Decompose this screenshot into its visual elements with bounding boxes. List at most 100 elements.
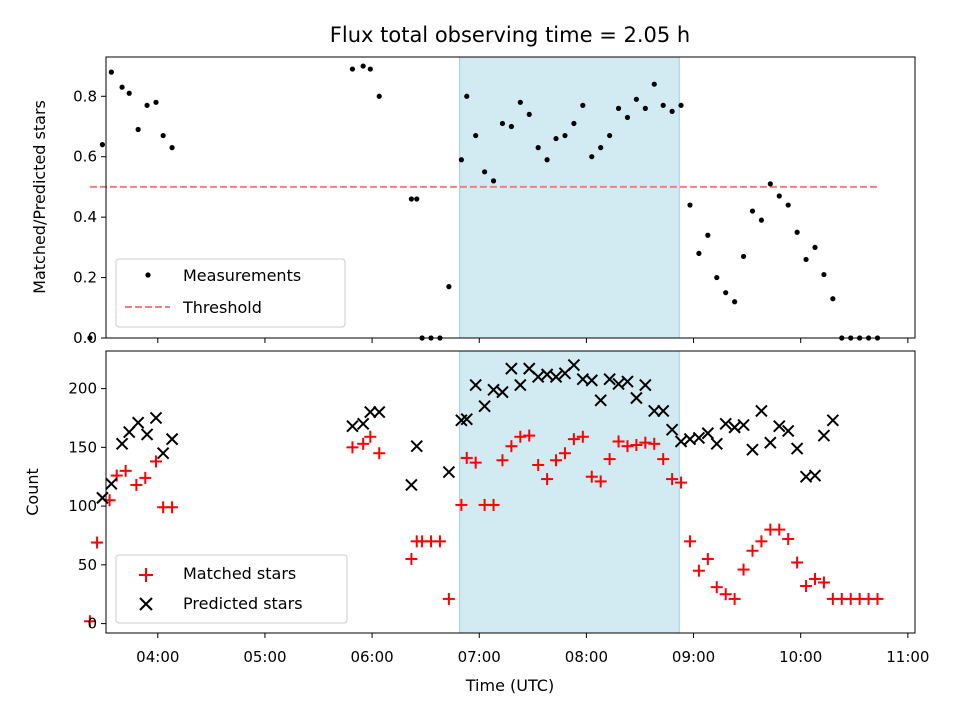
top-legend: Measurements Threshold (115, 258, 346, 328)
measurement-point (135, 126, 141, 133)
matched-star-point (594, 475, 607, 488)
matched-star-point (657, 453, 670, 466)
predicted-star-point (603, 372, 616, 386)
matched-star-point (773, 523, 786, 536)
top-panel: 0.00.20.40.60.8 Matched/Predicted stars … (30, 56, 916, 347)
bottom-x-tick-label: 07:00 (458, 648, 501, 666)
matched-star-point (585, 470, 598, 483)
measurement-point (119, 84, 125, 90)
matched-star-point (612, 435, 625, 448)
predicted-star-point (674, 435, 688, 448)
bottom-x-tick-label: 10:00 (779, 648, 822, 666)
matched-star-point (405, 552, 418, 565)
bottom-y-tick-label: 50 (78, 556, 97, 574)
measurement-point (723, 290, 729, 296)
measurement-point (544, 157, 550, 163)
matched-star-point (692, 564, 705, 577)
measurement-point (360, 63, 366, 69)
matched-star-point (469, 456, 482, 469)
matched-star-point (130, 478, 143, 491)
matched-star-point (541, 473, 554, 486)
measurement-point (458, 157, 464, 163)
legend-label-threshold: Threshold (182, 298, 262, 317)
predicted-star-point (131, 416, 145, 429)
bottom-x-tick-label: 11:00 (886, 648, 929, 666)
matched-star-point (83, 615, 96, 628)
bottom-x-tick-label: 08:00 (565, 648, 608, 666)
matched-star-point (496, 454, 509, 467)
measurement-point (651, 81, 657, 87)
predicted-star-point (826, 414, 840, 427)
predicted-star-point (442, 465, 456, 479)
predicted-star-point (773, 419, 786, 433)
matched-star-point (119, 464, 132, 477)
measurement-point (687, 202, 693, 208)
predicted-star-point (710, 437, 723, 451)
matched-star-point (567, 433, 580, 446)
top-plot-frame (105, 56, 916, 339)
measurement-point (473, 132, 479, 139)
bottom-y-axis-label: Count (23, 468, 42, 516)
matched-star-point (455, 498, 468, 511)
predicted-star-point (410, 439, 423, 453)
predicted-star-point (612, 377, 625, 391)
measurement-point (108, 69, 114, 75)
predicted-star-point (692, 431, 706, 445)
measurement-point (414, 196, 420, 202)
predicted-star-point (356, 417, 370, 431)
predicted-star-point (728, 421, 741, 434)
chart-title: Flux total observing time = 2.05 h (330, 23, 690, 47)
predicted-star-point (505, 362, 518, 375)
predicted-star-point (364, 405, 377, 419)
measurement-point (669, 108, 675, 114)
matched-star-point (683, 535, 696, 548)
measurement-point (660, 102, 666, 108)
predicted-star-point (630, 391, 643, 405)
predicted-star-point (648, 404, 661, 418)
top-y-tick-label: 0.8 (73, 87, 97, 105)
matched-star-point (800, 580, 813, 592)
predicted-star-point (540, 368, 554, 381)
matched-star-point (150, 455, 163, 468)
measurement-point (562, 132, 568, 139)
measurement-point (553, 135, 559, 142)
measurement-point (830, 296, 836, 302)
predicted-star-point (781, 424, 795, 438)
top-y-axis-label: Matched/Predicted stars (30, 100, 49, 294)
legend-label-measurements: Measurements (183, 266, 301, 285)
predicted-star-point (496, 385, 509, 399)
predicted-star-point (594, 394, 607, 407)
matched-star-point (442, 592, 455, 605)
matched-star-point (817, 576, 830, 589)
measurement-point (508, 123, 514, 130)
matched-star-point (871, 592, 884, 605)
predicted-star-point (817, 429, 831, 442)
predicted-star-point (639, 378, 652, 392)
bottom-y-tick-label: 100 (68, 497, 97, 515)
predicted-star-point (115, 437, 129, 451)
measurement-point (678, 102, 684, 108)
matched-star-point (576, 430, 589, 443)
measurement-point (153, 99, 159, 105)
top-y-tick-label: 0.4 (73, 208, 97, 226)
measurement-point (776, 193, 782, 199)
legend-label-matched-stars: Matched stars (183, 564, 296, 583)
measurement-point (526, 111, 532, 118)
predicted-star-point (790, 442, 804, 455)
bottom-panel: 0 50 100 150 200 04:00 05:00 06:00 07:00 08:00 09… (23, 350, 929, 695)
measurement-point (535, 145, 541, 151)
predicted-star-point (665, 423, 679, 436)
predicted-star-point (105, 477, 118, 490)
predicted-star-point (149, 411, 163, 425)
matched-star-point (357, 437, 370, 450)
matched-star-point (737, 563, 750, 576)
legend-marker-matched-stars (139, 568, 153, 582)
matched-star-point (373, 447, 386, 460)
matched-star-point (746, 544, 759, 557)
bottom-y-tick-label: 0 (87, 615, 97, 633)
legend-marker-predicted-stars (139, 597, 153, 611)
predicted-star-point (746, 443, 759, 456)
measurement-point (490, 178, 497, 184)
measurement-point (785, 202, 791, 208)
predicted-star-point (567, 358, 581, 372)
